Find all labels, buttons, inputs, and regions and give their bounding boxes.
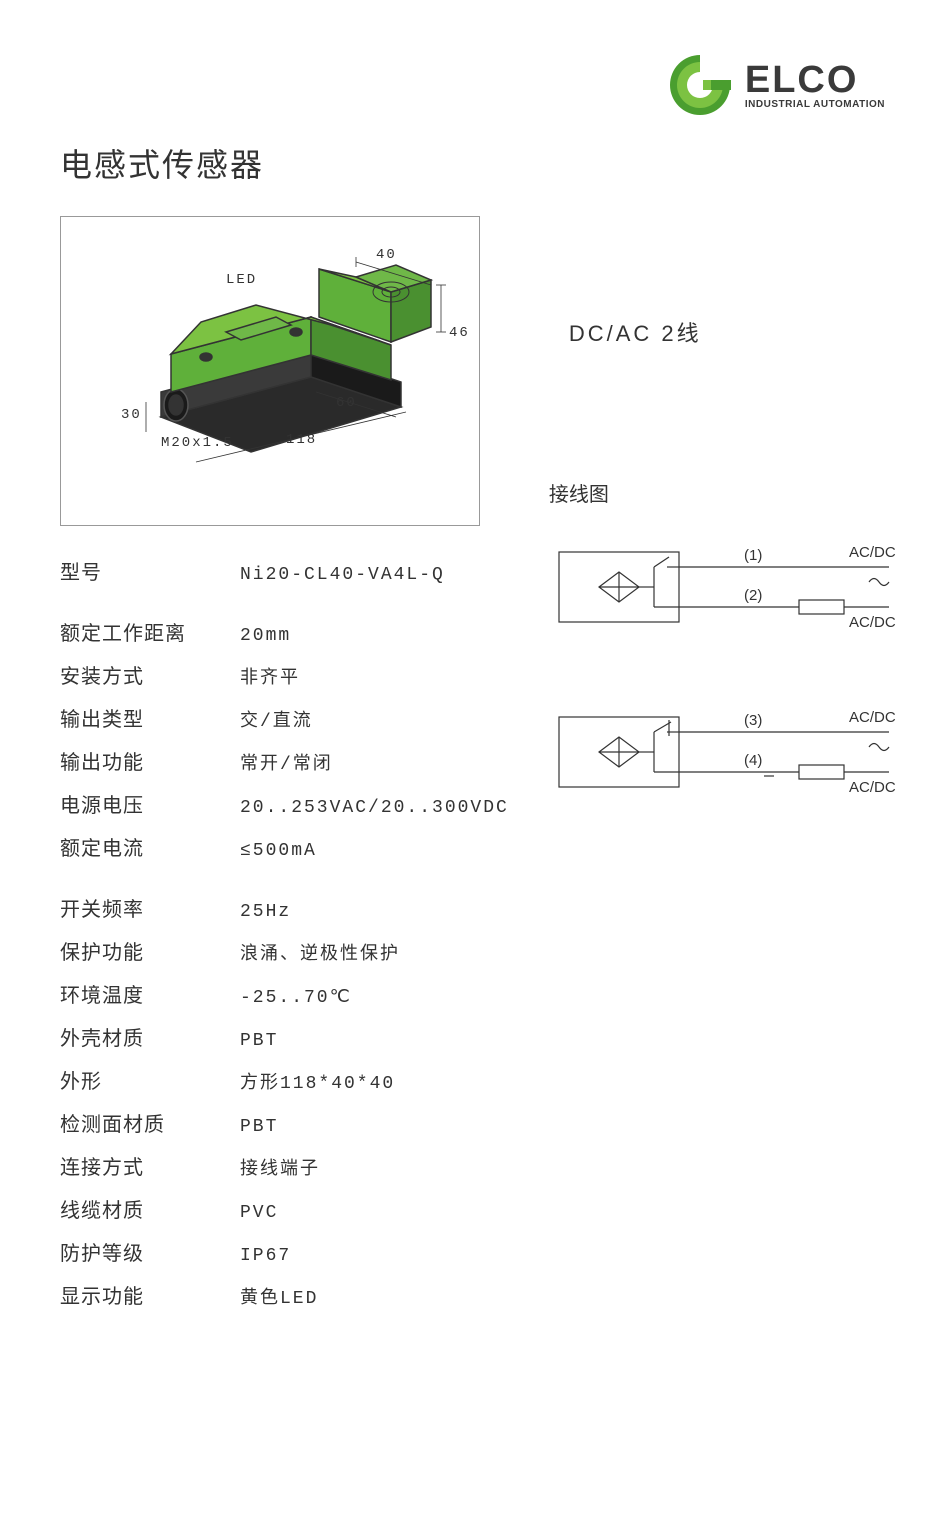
spec-label: 检测面材质: [60, 1108, 240, 1137]
logo-text-group: ELCO INDUSTRIAL AUTOMATION: [745, 61, 885, 110]
pin-2-label: (2): [744, 587, 762, 604]
spec-value: PBT: [240, 1031, 278, 1051]
spec-label: 防护等级: [60, 1237, 240, 1266]
spec-value: IP67: [240, 1246, 291, 1266]
spec-row: 开关频率25Hz: [60, 893, 509, 922]
spec-row: 输出功能常开/常闭: [60, 746, 509, 775]
spec-row: 连接方式接线端子: [60, 1151, 509, 1180]
spec-label: 安装方式: [60, 660, 240, 689]
logo-brand: ELCO: [745, 61, 885, 99]
spec-value: -25..70℃: [240, 986, 352, 1008]
dim-led: LED: [226, 272, 257, 288]
spec-label: 外形: [60, 1065, 240, 1094]
spec-value: 20..253VAC/20..300VDC: [240, 798, 509, 818]
spec-value: 浪涌、逆极性保护: [240, 939, 400, 965]
dim-60: 60: [336, 395, 357, 411]
acdc-label-2b: AC/DC: [849, 779, 896, 796]
spec-value: Ni20-CL40-VA4L-Q: [240, 565, 445, 585]
pin-1-label: (1): [744, 547, 762, 564]
spec-row: 电源电压20..253VAC/20..300VDC: [60, 789, 509, 818]
spec-table: 型号Ni20-CL40-VA4L-Q额定工作距离20mm安装方式非齐平输出类型交…: [60, 556, 509, 1309]
spec-row: 检测面材质PBT: [60, 1108, 509, 1137]
spec-row: 外形方形118*40*40: [60, 1065, 509, 1094]
spec-row: 额定电流≤500mA: [60, 832, 509, 861]
spec-value: 常开/常闭: [240, 749, 333, 775]
dim-thread: M20x1.5: [161, 435, 234, 451]
spec-value: 20mm: [240, 626, 291, 646]
spec-row: 外壳材质PBT: [60, 1022, 509, 1051]
logo: ELCO INDUSTRIAL AUTOMATION: [665, 50, 885, 120]
spec-row: 线缆材质PVC: [60, 1194, 509, 1223]
spec-value: PVC: [240, 1203, 278, 1223]
spec-value: 25Hz: [240, 902, 291, 922]
spec-label: 线缆材质: [60, 1194, 240, 1223]
spec-value: 交/直流: [240, 706, 313, 732]
spec-value: 非齐平: [240, 663, 300, 689]
wiring-diagram-nc: (3) (4) AC/DC AC/DC: [549, 692, 909, 817]
dim-118: 118: [286, 432, 317, 448]
spec-row: 安装方式非齐平: [60, 660, 509, 689]
spec-label: 型号: [60, 556, 240, 585]
spec-row: 显示功能黄色LED: [60, 1280, 509, 1309]
spec-label: 输出类型: [60, 703, 240, 732]
wire-type-label: DC/AC 2线: [569, 316, 909, 348]
pin-4-label: (4): [744, 752, 762, 769]
wiring-diagram-no: (1) (2) AC/DC AC/DC: [549, 527, 909, 652]
wiring-diagram-title: 接线图: [549, 478, 909, 507]
spec-row: 额定工作距离20mm: [60, 617, 509, 646]
spec-label: 电源电压: [60, 789, 240, 818]
acdc-label-1a: AC/DC: [849, 544, 896, 561]
spec-row: 输出类型交/直流: [60, 703, 509, 732]
spec-value: 黄色LED: [240, 1283, 318, 1309]
spec-label: 外壳材质: [60, 1022, 240, 1051]
spec-row: 保护功能浪涌、逆极性保护: [60, 936, 509, 965]
dim-46: 46: [449, 325, 470, 341]
spec-label: 额定电流: [60, 832, 240, 861]
product-dimensional-diagram: LED 40 46 60 118 30 M20x1.5: [60, 216, 480, 526]
spec-row: 环境温度-25..70℃: [60, 979, 509, 1008]
spec-label: 开关频率: [60, 893, 240, 922]
spec-label: 额定工作距离: [60, 617, 240, 646]
spec-value: 方形118*40*40: [240, 1068, 395, 1094]
spec-label: 连接方式: [60, 1151, 240, 1180]
spec-label: 输出功能: [60, 746, 240, 775]
spec-label: 显示功能: [60, 1280, 240, 1309]
dim-40: 40: [376, 247, 397, 263]
spec-value: 接线端子: [240, 1154, 320, 1180]
spec-label: 环境温度: [60, 979, 240, 1008]
pin-3-label: (3): [744, 712, 762, 729]
acdc-label-2a: AC/DC: [849, 709, 896, 726]
spec-row: 型号Ni20-CL40-VA4L-Q: [60, 556, 509, 585]
spec-value: PBT: [240, 1117, 278, 1137]
spec-value: ≤500mA: [240, 841, 317, 861]
logo-mark: [665, 50, 735, 120]
logo-tagline: INDUSTRIAL AUTOMATION: [745, 99, 885, 110]
page-title: 电感式传感器: [60, 140, 885, 186]
acdc-label-1b: AC/DC: [849, 614, 896, 631]
spec-row: 防护等级IP67: [60, 1237, 509, 1266]
dim-30: 30: [121, 407, 142, 423]
spec-label: 保护功能: [60, 936, 240, 965]
